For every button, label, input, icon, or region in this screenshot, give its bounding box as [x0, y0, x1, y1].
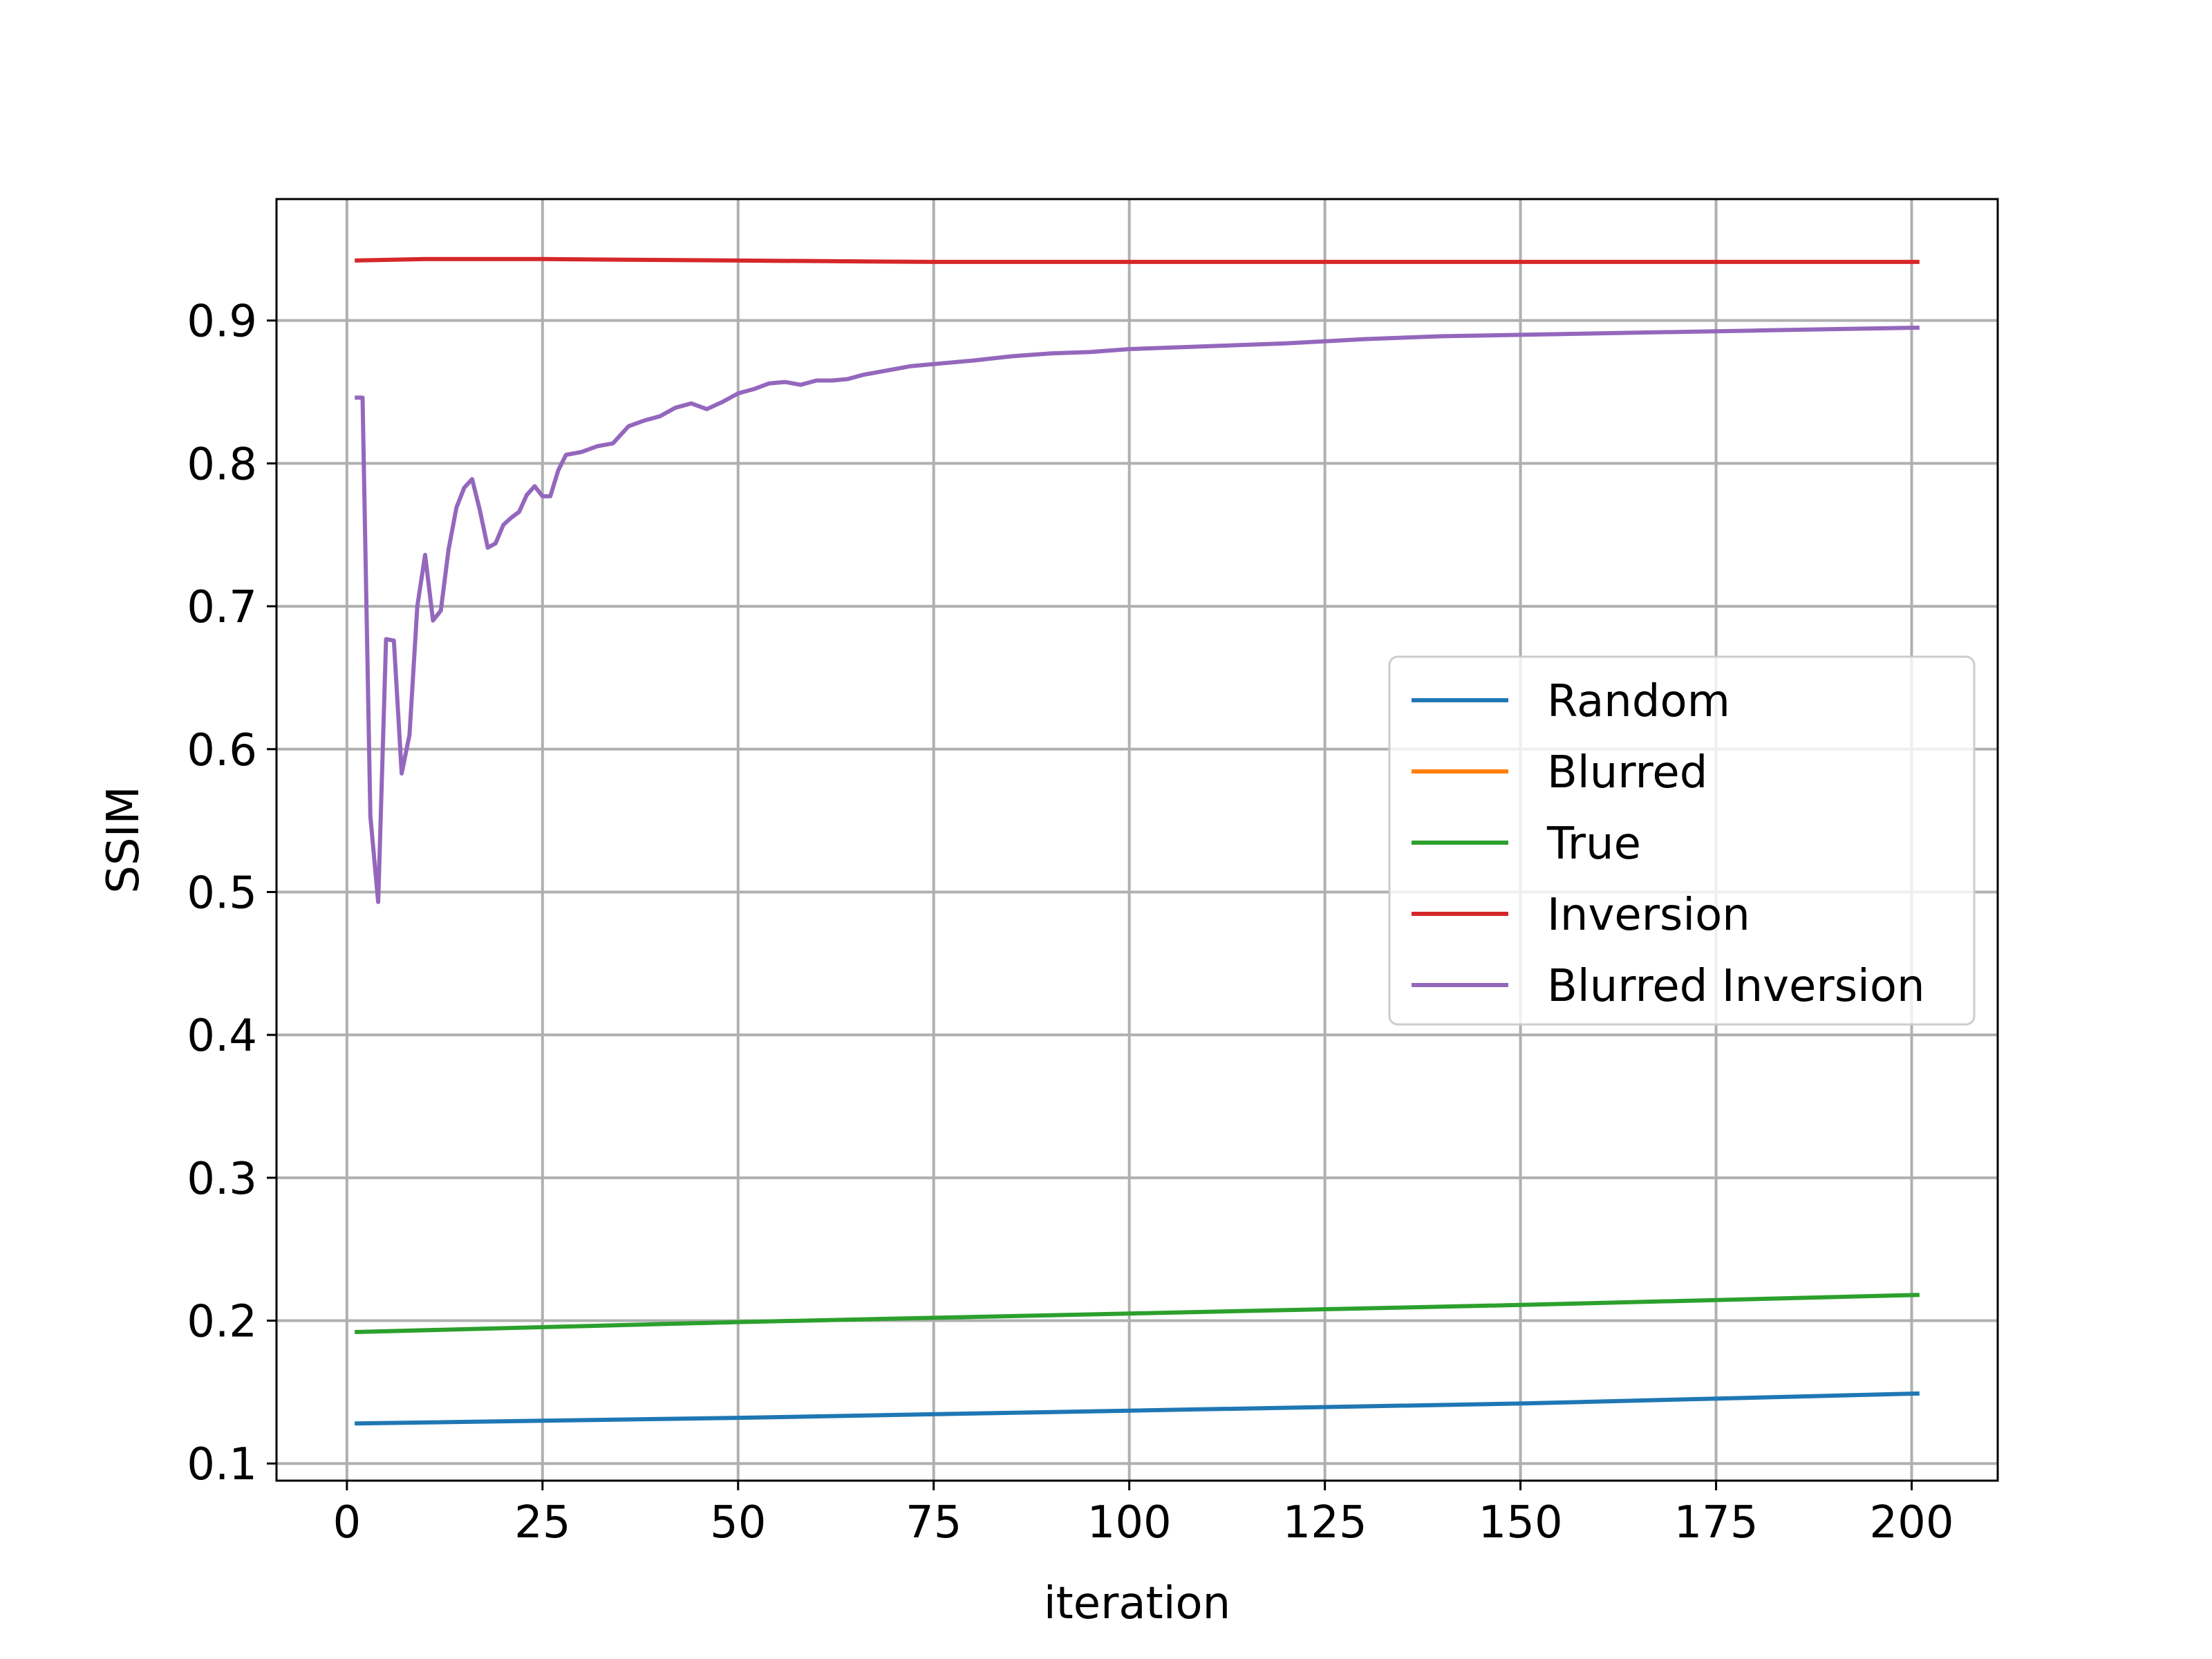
series-line-blurred-inversion	[355, 326, 1920, 904]
y-axis-label: SSIM	[98, 786, 149, 893]
y-tick-label: 0.3	[187, 1154, 257, 1205]
x-tick-label: 200	[1869, 1497, 1953, 1548]
x-tick-label: 100	[1087, 1497, 1172, 1548]
x-tick-label: 25	[514, 1497, 570, 1548]
x-tick-label: 75	[906, 1497, 962, 1548]
y-tick-label: 0.9	[187, 297, 257, 348]
x-axis-label: iteration	[1044, 1578, 1230, 1629]
x-tick-label: 175	[1674, 1497, 1758, 1548]
axis-ticks: 0 25 50 75 100 125 150 175 200 0.1 0.2 0.3 0.4 0.5 0.6…	[187, 297, 1953, 1548]
y-tick-label: 0.6	[187, 725, 257, 776]
series-line-random	[355, 1391, 1920, 1426]
legend-label-blurred-inversion: Blurred Inversion	[1547, 961, 1925, 1012]
legend-label-blurred: Blurred	[1547, 747, 1707, 798]
legend-label-true: True	[1546, 818, 1641, 870]
y-tick-label: 0.4	[187, 1011, 257, 1062]
legend: Random Blurred True Inversion Blurred Invers…	[1388, 655, 1976, 1026]
y-tick-label: 0.7	[187, 582, 257, 633]
x-tick-label: 0	[333, 1497, 362, 1548]
y-tick-label: 0.5	[187, 868, 257, 919]
x-tick-label: 50	[710, 1497, 766, 1548]
series-line-inversion	[355, 256, 1920, 264]
plot-frame	[275, 198, 1999, 1482]
legend-label-random: Random	[1547, 676, 1730, 727]
series-line-true	[355, 1293, 1920, 1334]
legend-label-inversion: Inversion	[1547, 890, 1750, 941]
y-tick-label: 0.8	[187, 439, 257, 490]
legend-box	[1388, 655, 1976, 1026]
y-tick-label: 0.1	[187, 1439, 257, 1490]
x-tick-label: 150	[1479, 1497, 1563, 1548]
series-lines	[355, 256, 1920, 1426]
x-tick-label: 125	[1283, 1497, 1367, 1548]
y-tick-label: 0.2	[187, 1297, 257, 1348]
